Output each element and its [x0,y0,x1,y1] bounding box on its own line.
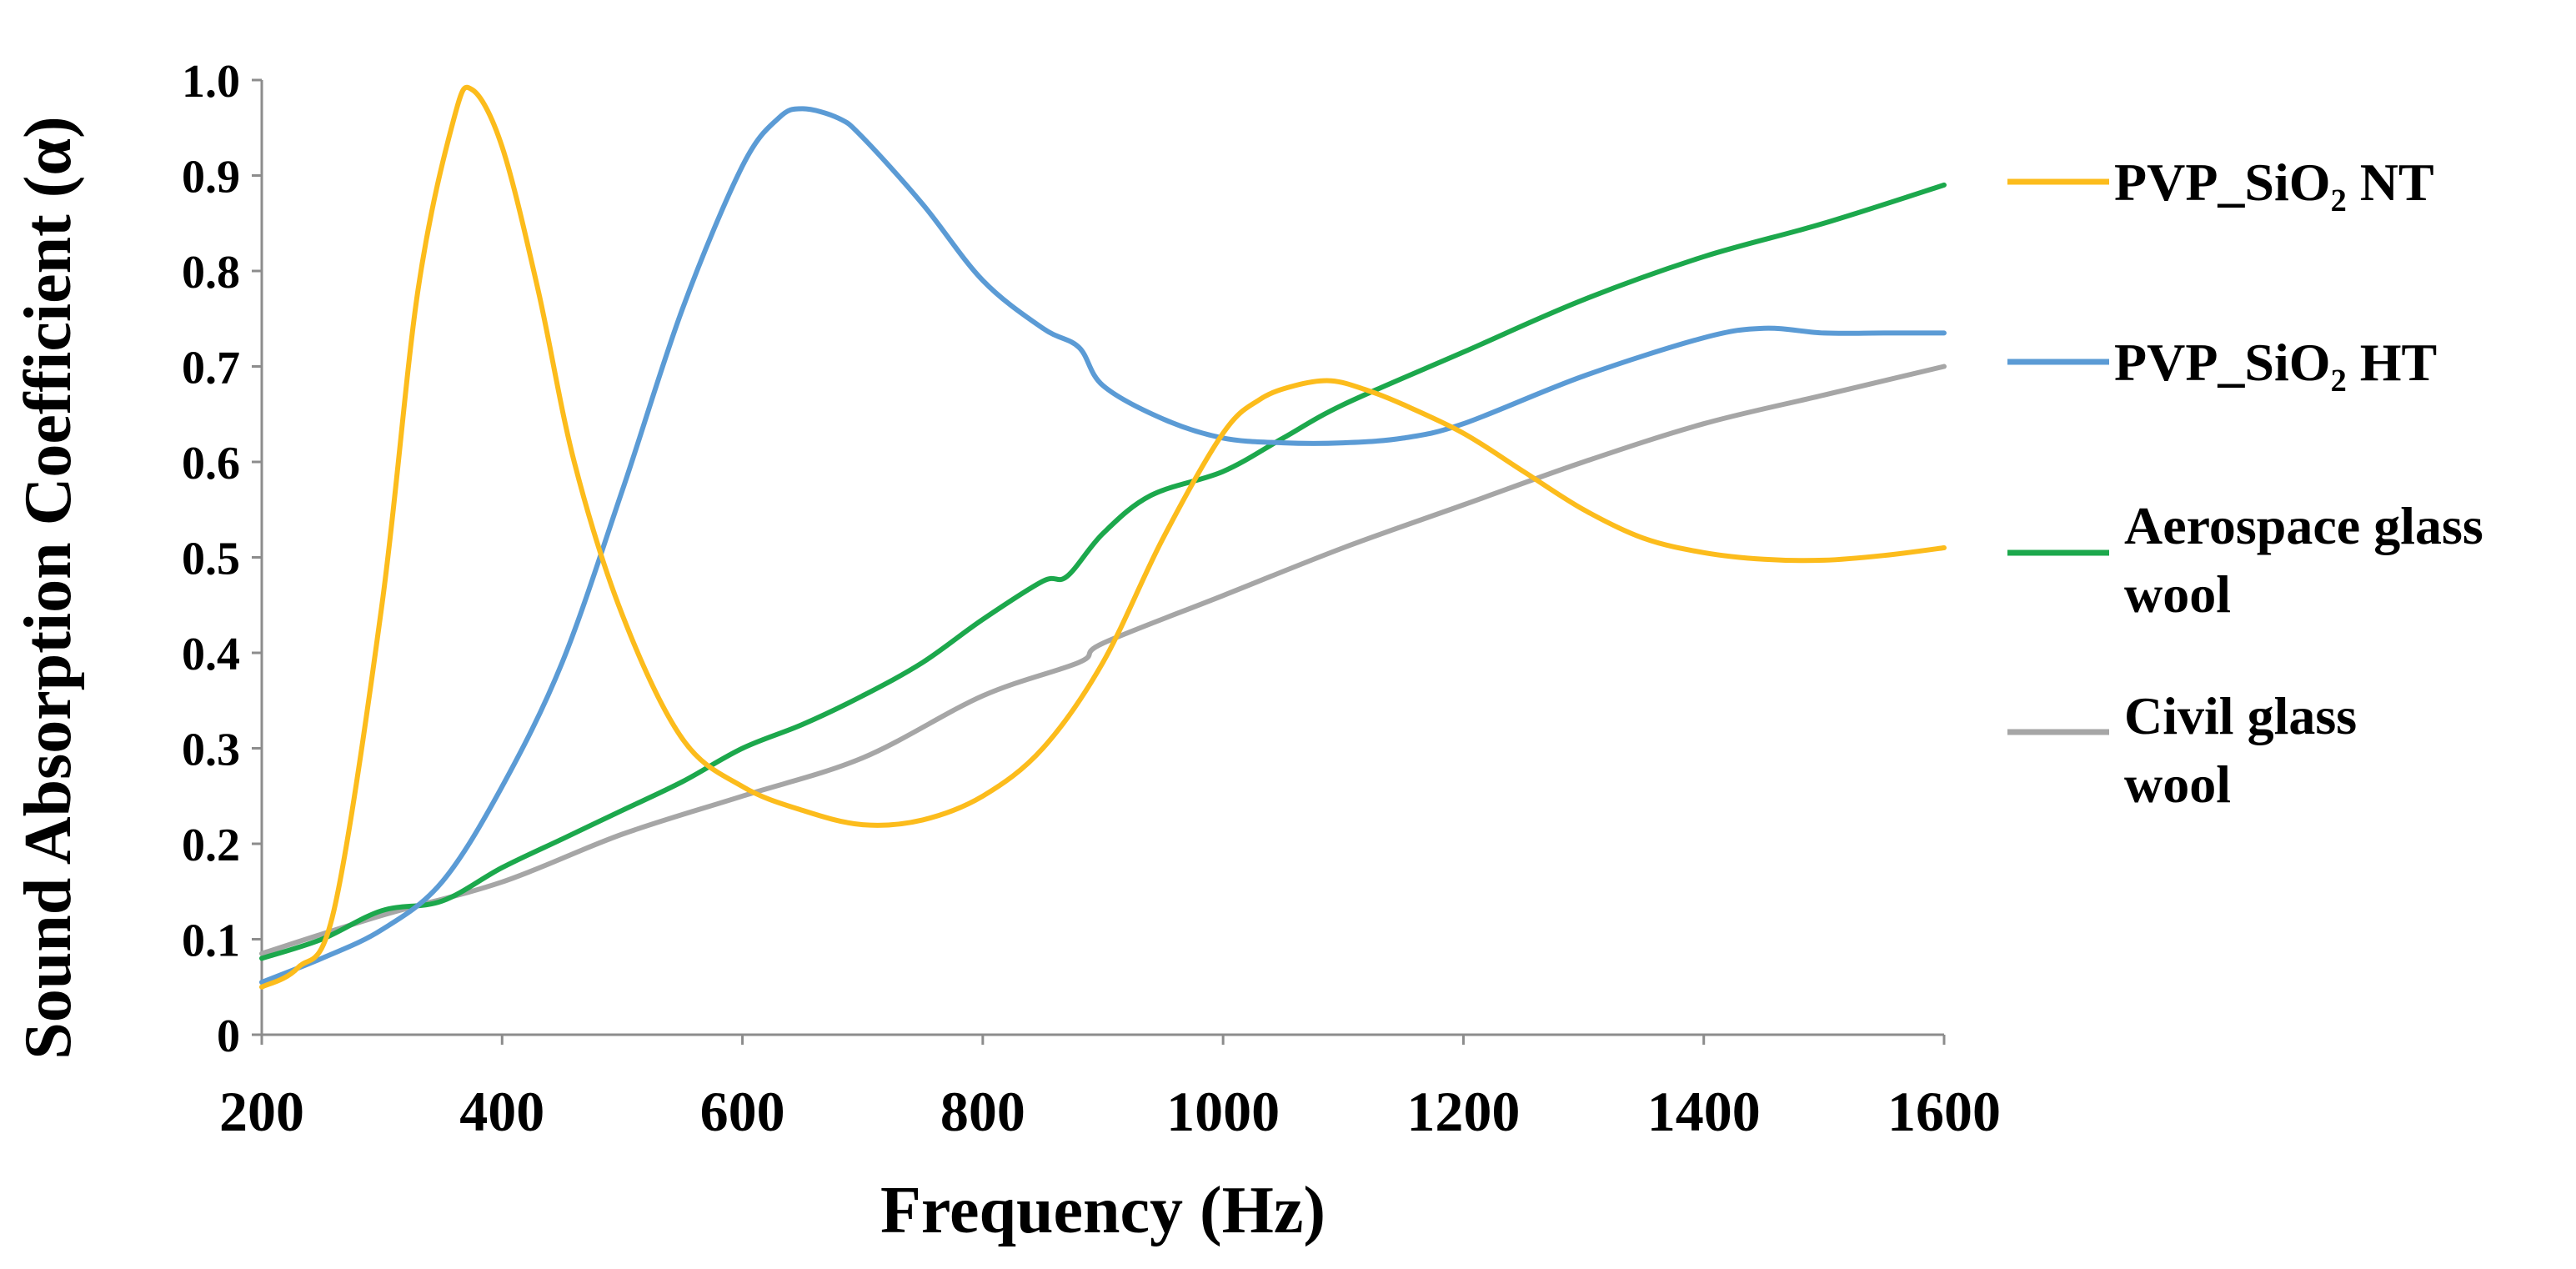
series-line-pvp-sio2-ht [259,106,1947,985]
legend-item-civil-glass-wool: Civil glass wool [2007,686,2357,814]
x-tick-label: 1600 [1887,1080,2001,1143]
x-tick-label: 600 [700,1080,785,1143]
x-axis-title: Frequency (Hz) [880,1174,1326,1247]
legend-label-aerospace-glass-wool: Aerospace glass wool [2124,496,2483,624]
y-tick-label: 0 [217,1011,240,1062]
legend-item-pvp-sio2-ht: PVP_SiO₂ HT [2007,333,2437,392]
x-tick-label: 1400 [1647,1080,1761,1143]
x-tick-label: 1000 [1166,1080,1280,1143]
x-tick-label: 1200 [1406,1080,1520,1143]
x-axis-ticks: 200 400 600 800 1000 1200 1400 1600 [219,1035,2001,1143]
x-tick-label: 400 [459,1080,544,1143]
y-tick-label: 0.4 [182,629,240,680]
y-tick-label: 0.7 [182,343,240,394]
legend-item-aerospace-glass-wool: Aerospace glass wool [2007,496,2483,624]
plot-area: 0 0.1 0.2 0.3 0.4 0.5 0.6 0.7 0.8 0.9 1.0 200 400 60… [182,56,2001,1143]
y-axis-title: Sound Absorption Coefficient (α) [12,116,85,1059]
y-tick-label: 0.3 [182,725,240,776]
y-tick-label: 1.0 [182,56,240,108]
y-tick-label: 0.9 [182,152,240,203]
legend-label-pvp-sio2-nt: PVP_SiO₂ NT [2114,153,2434,212]
x-tick-label: 800 [940,1080,1025,1143]
legend-label-pvp-sio2-ht: PVP_SiO₂ HT [2114,333,2437,392]
y-axis-ticks: 0 0.1 0.2 0.3 0.4 0.5 0.6 0.7 0.8 0.9 1.0 [182,56,262,1062]
series-lines [259,84,1947,990]
y-tick-label: 0.1 [182,915,240,967]
series-line-pvp-sio2-nt [259,84,1947,990]
y-tick-label: 0.6 [182,438,240,489]
legend-item-pvp-sio2-nt: PVP_SiO₂ NT [2007,153,2434,212]
legend-label-civil-glass-wool: Civil glass wool [2124,686,2357,814]
y-tick-label: 0.8 [182,247,240,298]
legend: PVP_SiO₂ NT PVP_SiO₂ HT Aerospace glass w… [2007,153,2483,814]
x-tick-label: 200 [219,1080,304,1143]
series-line-aerospace-glass-wool [259,182,1947,961]
series-line-civil-glass-wool [259,364,1947,956]
y-tick-label: 0.5 [182,534,240,585]
y-tick-label: 0.2 [182,820,240,871]
